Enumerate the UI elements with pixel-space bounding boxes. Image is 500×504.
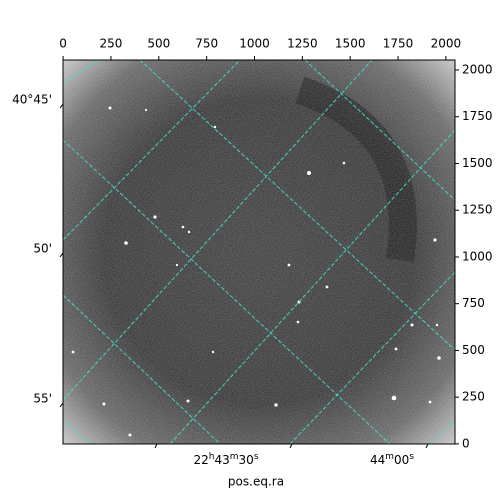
y-tick-label: 1000 <box>462 249 493 263</box>
y-tick-label: 250 <box>462 390 485 404</box>
sky-image <box>63 60 455 444</box>
ra-tick <box>425 443 429 449</box>
dec-tick-label: 50' <box>33 242 52 256</box>
x-tick-label: 1750 <box>383 37 414 51</box>
y-tick-label: 750 <box>462 296 485 310</box>
y-tick-label: 1500 <box>462 156 493 170</box>
x-tick-label: 1250 <box>287 37 318 51</box>
y-tick-label: 500 <box>462 343 485 357</box>
y-tick-label: 0 <box>462 436 470 450</box>
dec-tick <box>59 402 64 408</box>
x-tick-label: 0 <box>59 37 67 51</box>
ra-tick-label: 44m00s <box>370 452 414 467</box>
x-tick-label: 2000 <box>431 37 462 51</box>
dec-tick-label: 40°45' <box>12 93 52 107</box>
x-tick-label: 500 <box>147 37 170 51</box>
x-tick-label: 1000 <box>239 37 270 51</box>
dec-tick-label: 55' <box>33 392 52 406</box>
plot-frame <box>62 59 456 445</box>
y-tick-label: 1250 <box>462 203 493 217</box>
ra-tick-label: 22h43m30s <box>193 452 258 467</box>
x-tick-label: 250 <box>99 37 122 51</box>
y-tick-label: 2000 <box>462 63 493 77</box>
x-axis-label: pos.eq.ra <box>228 475 284 489</box>
ra-tick <box>154 443 158 449</box>
y-tick-label: 1750 <box>462 109 493 123</box>
x-tick-label: 1500 <box>335 37 366 51</box>
dec-tick <box>59 103 64 109</box>
x-tick-label: 750 <box>195 37 218 51</box>
dec-tick <box>59 252 64 258</box>
ra-tick <box>289 443 293 449</box>
